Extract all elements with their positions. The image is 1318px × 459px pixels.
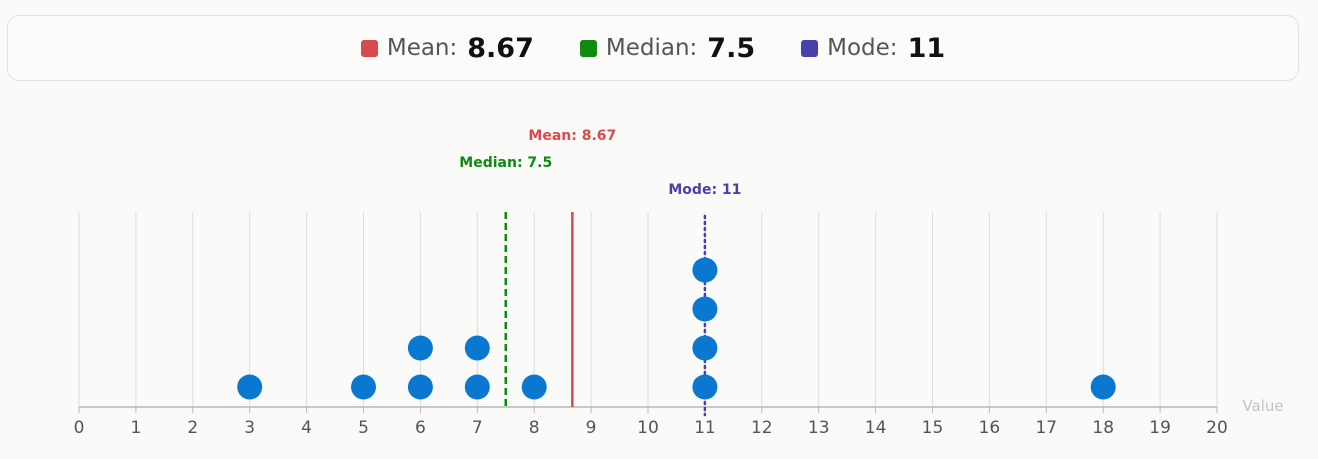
x-tick-label: 19 [1149,418,1171,438]
x-tick-label: 16 [979,418,1001,438]
x-tick-label: 5 [358,418,369,438]
x-tick-label: 14 [865,418,887,438]
data-point [464,374,490,400]
median-label: Median: [605,35,698,61]
data-point [237,374,263,400]
mode-swatch [801,39,819,57]
mean-line-label: Mean: 8.67 [528,128,616,144]
data-point [692,257,718,283]
x-tick-label: 17 [1035,418,1057,438]
statistics-summary: Mean: 8.67 Median: 7.5 Mode: 11 [7,15,1299,81]
mean-stat: Mean: 8.67 [360,32,534,64]
median-line-label: Median: 7.5 [459,155,552,171]
x-tick-label: 3 [244,418,255,438]
data-point [692,296,718,322]
x-tick-label: 15 [922,418,944,438]
data-point [464,335,490,361]
x-axis-label: Value [1242,397,1283,415]
x-tick-label: 6 [415,418,426,438]
data-point [351,374,376,400]
median-swatch [579,39,597,57]
x-tick-label: 8 [529,418,540,438]
x-tick-label: 11 [694,418,716,438]
mean-label: Mean: [386,35,458,61]
x-tick-label: 12 [751,418,773,438]
data-point [1090,374,1116,400]
x-tick-label: 9 [586,418,597,438]
x-tick-label: 7 [472,418,483,438]
mean-value: 8.67 [467,32,534,64]
data-point [692,374,718,400]
x-tick-label: 18 [1092,418,1114,438]
data-point [407,374,433,400]
data-point [521,374,547,400]
mean-swatch [360,39,378,57]
mode-value: 11 [907,32,946,64]
x-tick-label: 0 [74,418,85,438]
median-value: 7.5 [707,32,756,64]
x-tick-label: 10 [637,418,659,438]
x-tick-label: 2 [187,418,198,438]
mode-label: Mode: [827,35,898,61]
x-tick-label: 4 [301,418,312,438]
x-tick-label: 13 [808,418,830,438]
data-point [407,335,433,361]
mode-line-label: Mode: 11 [668,182,741,198]
mode-stat: Mode: 11 [801,33,945,64]
x-tick-label: 1 [130,418,141,438]
data-point [692,335,718,361]
median-stat: Median: 7.5 [579,32,756,64]
x-tick-label: 20 [1206,418,1228,438]
